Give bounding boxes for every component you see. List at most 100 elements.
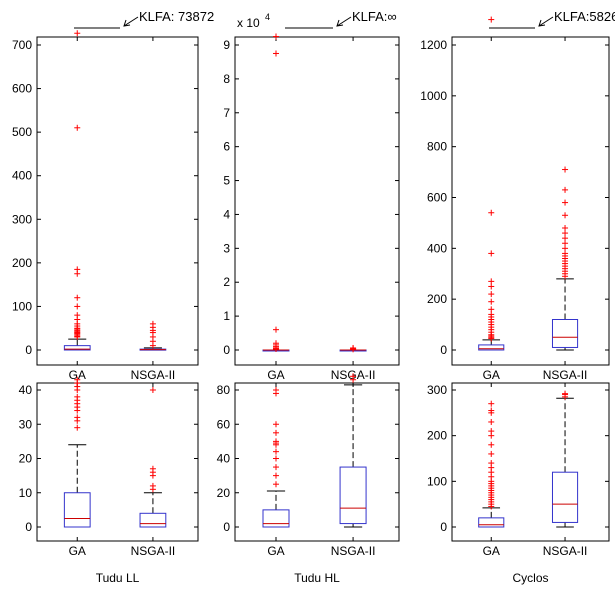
annotation-arrow bbox=[538, 16, 554, 27]
outlier-marker bbox=[273, 326, 279, 333]
outlier-marker bbox=[273, 421, 279, 428]
y-tick-label: 60 bbox=[217, 417, 231, 431]
y-tick-label: 500 bbox=[12, 125, 32, 139]
outlier-marker bbox=[488, 306, 495, 313]
y-tick-label: 20 bbox=[217, 486, 231, 500]
outlier-marker bbox=[74, 294, 81, 301]
outlier-marker bbox=[273, 50, 279, 57]
x-tick-label: GA bbox=[483, 368, 500, 382]
outlier-marker bbox=[488, 407, 495, 414]
chart-panel-1: 0 100 200 300 400 500 600 700 GA NSGA-II KLFA: 738… bbox=[12, 9, 214, 382]
y-tick-label: 5 bbox=[223, 174, 230, 188]
outlier-marker bbox=[273, 387, 279, 393]
klfa-annotation: KLFA: 73872 bbox=[139, 9, 214, 24]
x-tick-label: GA bbox=[69, 544, 86, 558]
outlier-marker bbox=[488, 209, 495, 216]
outlier-marker bbox=[273, 438, 279, 445]
outlier-marker bbox=[488, 400, 495, 407]
box-series-ga bbox=[262, 33, 290, 352]
outlier-marker bbox=[273, 472, 279, 479]
y-tick-label: 0 bbox=[223, 520, 230, 534]
outlier-marker bbox=[488, 311, 495, 318]
outlier-marker bbox=[149, 387, 156, 393]
annotation-arrowhead bbox=[538, 19, 546, 27]
box-series-ga bbox=[478, 16, 505, 351]
y-tick-label: 600 bbox=[427, 191, 447, 205]
y-tick-label: 1200 bbox=[420, 38, 447, 52]
box-series-ga bbox=[63, 376, 91, 528]
outlier-marker bbox=[562, 186, 569, 193]
axes-frame bbox=[234, 382, 400, 542]
box-series-ga bbox=[478, 400, 505, 528]
y-tick-label: 80 bbox=[217, 383, 231, 397]
outlier-marker bbox=[562, 225, 569, 231]
outlier-marker bbox=[488, 450, 495, 457]
y-tick-label: 0 bbox=[25, 343, 32, 357]
subject-label: Tudu HL bbox=[294, 571, 340, 585]
y-tick-label: 10 bbox=[19, 486, 33, 500]
outlier-marker bbox=[562, 250, 569, 257]
y-tick-label: 0 bbox=[25, 520, 32, 534]
outlier-marker bbox=[74, 124, 81, 131]
subject-label: Cyclos bbox=[512, 571, 548, 585]
chart-panel-6: 0 100 200 300 GA NSGA-II Cyclos bbox=[427, 382, 610, 585]
box-iqr bbox=[139, 512, 167, 528]
outlier-marker bbox=[562, 230, 569, 237]
y-tick-label: 7 bbox=[223, 106, 230, 120]
outlier-marker bbox=[488, 418, 495, 425]
y-tick-label: 800 bbox=[427, 140, 447, 154]
annotation-arrow bbox=[336, 16, 352, 27]
outlier-marker bbox=[350, 344, 357, 351]
outlier-marker bbox=[562, 240, 569, 247]
y-tick-label: 100 bbox=[12, 299, 32, 313]
x-tick-label: GA bbox=[69, 368, 86, 382]
y-tick-label: 0 bbox=[223, 343, 230, 357]
chart-panel-4: 0 10 20 30 40 GA NSGA-II Tudu LL bbox=[19, 376, 199, 585]
box-iqr bbox=[478, 517, 505, 528]
annotation-arrowhead bbox=[123, 19, 131, 27]
x-tick-label: NSGA-II bbox=[543, 544, 588, 558]
y-tick-label: 700 bbox=[12, 38, 32, 52]
box-series-ga bbox=[262, 387, 290, 528]
outlier-marker bbox=[562, 212, 569, 219]
box-iqr bbox=[551, 471, 579, 523]
outlier-marker bbox=[149, 482, 156, 489]
x-tick-label: GA bbox=[483, 544, 500, 558]
chart-panel-3: 0 200 400 600 800 1000 1200 GA NSGA-II KLFA:5826 bbox=[420, 9, 615, 382]
outlier-marker bbox=[488, 278, 495, 285]
y-tick-label: 0 bbox=[440, 520, 447, 534]
box-iqr bbox=[551, 319, 579, 348]
subject-label: Tudu LL bbox=[96, 571, 140, 585]
outlier-marker bbox=[273, 33, 279, 40]
y-tick-label: 200 bbox=[427, 292, 447, 306]
box-iqr bbox=[478, 344, 505, 351]
box-iqr bbox=[339, 466, 367, 525]
outlier-marker bbox=[350, 373, 357, 380]
outlier-marker bbox=[273, 340, 279, 347]
outlier-marker bbox=[74, 30, 81, 37]
outlier-marker bbox=[149, 465, 156, 472]
x-tick-label: GA bbox=[267, 544, 284, 558]
outlier-marker bbox=[562, 235, 569, 242]
axes-frame bbox=[36, 36, 199, 366]
outlier-marker bbox=[273, 455, 279, 462]
box-iqr bbox=[262, 509, 290, 528]
box-series-nsga-ii bbox=[339, 344, 367, 353]
axes-frame bbox=[36, 382, 199, 542]
outlier-marker bbox=[74, 393, 81, 400]
box-series-ga bbox=[63, 30, 91, 351]
y-tick-label: 300 bbox=[12, 212, 32, 226]
y-tick-label: 1 bbox=[223, 309, 230, 323]
box-series-nsga-ii bbox=[551, 390, 579, 528]
y-tick-label: 9 bbox=[223, 38, 230, 52]
y-tick-label: 400 bbox=[12, 169, 32, 183]
y-exponent-sup: 4 bbox=[265, 12, 270, 22]
x-tick-label: NSGA-II bbox=[543, 368, 588, 382]
box-iqr bbox=[63, 492, 91, 528]
y-tick-label: 4 bbox=[223, 207, 230, 221]
y-tick-label: 8 bbox=[223, 72, 230, 86]
box-series-nsga-ii bbox=[551, 166, 579, 351]
klfa-annotation: KLFA:∞ bbox=[352, 9, 397, 24]
outlier-marker bbox=[488, 298, 495, 305]
